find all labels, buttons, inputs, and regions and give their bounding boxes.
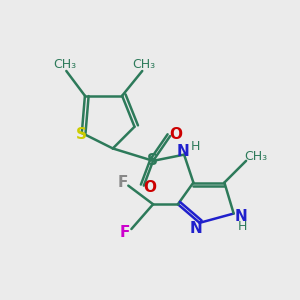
Text: N: N xyxy=(177,144,190,159)
Text: CH₃: CH₃ xyxy=(53,58,76,70)
Text: O: O xyxy=(143,180,156,195)
Text: N: N xyxy=(190,221,202,236)
Text: H: H xyxy=(191,140,201,153)
Text: N: N xyxy=(234,208,247,224)
Text: F: F xyxy=(120,225,130,240)
Text: S: S xyxy=(76,127,87,142)
Text: CH₃: CH₃ xyxy=(132,58,155,70)
Text: H: H xyxy=(238,220,247,233)
Text: F: F xyxy=(118,175,128,190)
Text: O: O xyxy=(169,127,182,142)
Text: CH₃: CH₃ xyxy=(244,150,267,163)
Text: S: S xyxy=(147,153,158,168)
